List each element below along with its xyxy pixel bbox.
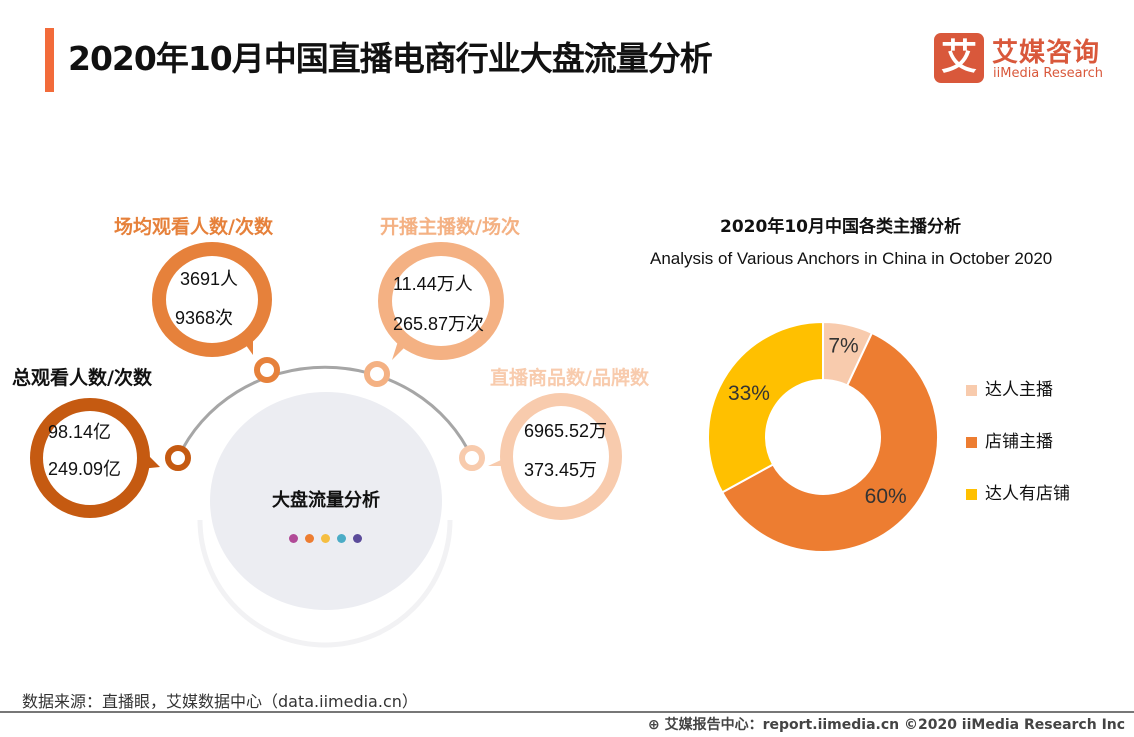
bubble-value: 373.45万 <box>524 460 598 480</box>
bubble-anchors <box>378 242 504 360</box>
chart-title: 2020年10月中国各类主播分析 <box>720 217 961 237</box>
donut-data-label: 60% <box>865 485 907 508</box>
center-circle <box>210 392 442 610</box>
page-title: 2020年10月中国直播电商行业大盘流量分析 <box>68 39 713 78</box>
logo-name-cn: 艾媒咨询 <box>992 38 1101 68</box>
connector-ring <box>364 361 390 387</box>
legend-item: 达人有店铺 <box>966 479 1070 504</box>
legend-swatch <box>966 488 977 500</box>
bubble-label-anchors: 开播主播数/场次 <box>380 216 520 238</box>
donut-data-label: 7% <box>828 334 858 357</box>
legend-swatch <box>966 384 977 396</box>
donut-slice-2 <box>707 320 824 494</box>
donut-slice-1 <box>720 331 939 553</box>
logo-name-en: iiMedia Research <box>993 66 1104 81</box>
bubble-value: 6965.52万 <box>524 421 608 441</box>
legend-label: 达人有店铺 <box>985 484 1070 504</box>
legend-item: 达人主播 <box>966 375 1053 400</box>
footer-copyright: ⊕ 艾媒报告中心：report.iimedia.cn ©2020 iiMedia… <box>648 714 1125 734</box>
decor-dot <box>353 534 362 543</box>
bubble-value: 11.44万人 <box>393 274 473 294</box>
center-title: 大盘流量分析 <box>272 490 380 511</box>
title-accent-bar <box>45 28 54 92</box>
legend-label: 达人主播 <box>985 380 1053 400</box>
legend-item: 店铺主播 <box>966 427 1053 452</box>
donut-data-label: 33% <box>728 382 770 405</box>
bubble-label-total-views: 总观看人数/次数 <box>12 367 152 389</box>
decor-dot <box>305 534 314 543</box>
bubble-value: 3691人 <box>180 269 239 289</box>
bubble-avg-views <box>152 242 272 357</box>
connector-ring <box>459 445 485 471</box>
decor-dot <box>337 534 346 543</box>
connector-ring <box>254 357 280 383</box>
footer-divider <box>0 711 1134 713</box>
bubble-value: 265.87万次 <box>393 314 485 334</box>
legend-swatch <box>966 436 977 448</box>
chart-subtitle: Analysis of Various Anchors in China in … <box>650 249 1053 268</box>
connector-ring <box>165 445 191 471</box>
decor-dot <box>321 534 330 543</box>
bubble-value: 249.09亿 <box>48 459 122 479</box>
decor-dot <box>289 534 298 543</box>
legend-label: 店铺主播 <box>985 432 1053 452</box>
globe-icon: ⊕ <box>648 717 665 733</box>
bubble-label-products: 直播商品数/品牌数 <box>490 367 649 389</box>
footer-text: 艾媒报告中心：report.iimedia.cn ©2020 iiMedia R… <box>664 717 1126 733</box>
logo-mark: 艾 <box>934 33 984 83</box>
connector-arc <box>176 365 474 648</box>
bubble-value: 98.14亿 <box>48 422 112 442</box>
donut-chart: 7% 60% 33% <box>707 320 939 553</box>
bubble-value: 9368次 <box>175 308 234 328</box>
source-note: 数据来源：直播眼，艾媒数据中心（data.iimedia.cn） <box>22 692 418 711</box>
bubble-label-avg-views: 场均观看人数/次数 <box>114 216 273 238</box>
